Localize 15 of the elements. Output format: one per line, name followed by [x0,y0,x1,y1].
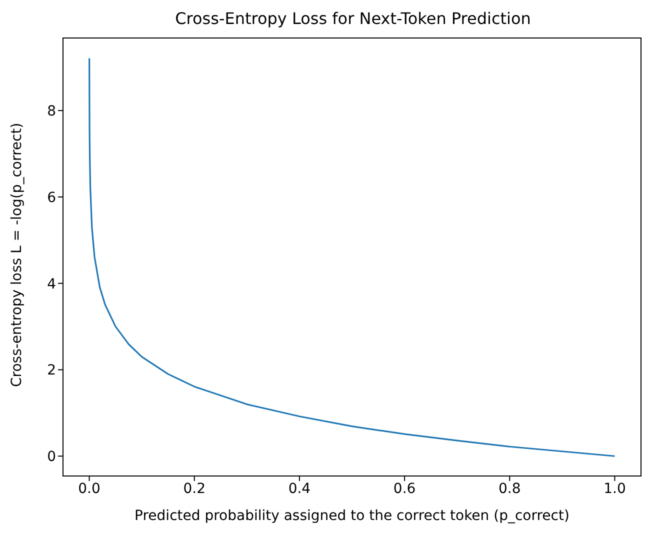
chart-title: Cross-Entropy Loss for Next-Token Prediction [174,8,532,30]
y-tick-label: 6 [47,190,56,206]
y-tick-label: 4 [47,276,56,292]
y-tick-label: 2 [47,362,56,379]
x-tick-label: 0.6 [393,480,416,497]
x-tick-label: 0.8 [498,480,521,497]
x-tick-label: 0.0 [78,480,100,497]
y-axis-title: Cross-entropy loss L = -log(p_correct) [8,122,25,387]
x-axis-title: Predicted probability assigned to the correct token (p_correct) [134,508,570,524]
x-tick-label: 0.4 [288,480,311,497]
x-tick-label: 0.2 [183,480,206,497]
y-tick-label: 0 [47,449,56,466]
y-tick-label: 8 [47,104,56,120]
line-series [88,58,616,457]
x-tick-label: 1.0 [604,480,626,497]
